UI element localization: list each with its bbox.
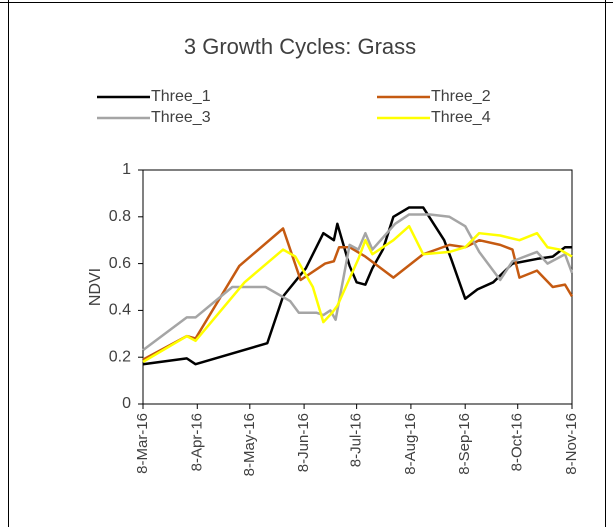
series-line — [142, 224, 573, 363]
y-tick-label: 1 — [122, 161, 131, 178]
x-tick-label: 8-Oct-16 — [509, 413, 526, 471]
legend-label: Three_4 — [431, 109, 491, 126]
x-tick-label: 8-Aug-16 — [402, 413, 419, 475]
legend-label: Three_2 — [431, 88, 491, 105]
y-tick-label: 0.6 — [109, 255, 131, 272]
x-tick-label: 8-May-16 — [241, 413, 258, 476]
y-axis-label: NDVI — [87, 268, 104, 306]
y-tick-label: 0.8 — [109, 208, 131, 225]
series-line — [142, 213, 574, 352]
series-line — [142, 227, 574, 361]
y-tick-label: 0.4 — [109, 302, 131, 319]
y-tick-label: 0 — [122, 395, 131, 412]
legend-label: Three_3 — [151, 109, 211, 126]
x-tick-label: 8-Apr-16 — [188, 413, 205, 471]
chart-title: 3 Growth Cycles: Grass — [184, 34, 416, 59]
x-tick-label: 8-Jun-16 — [295, 413, 312, 472]
x-tick-label: 8-Nov-16 — [563, 413, 580, 475]
x-tick-label: 8-Mar-16 — [134, 413, 151, 474]
series-line — [142, 206, 572, 366]
y-tick-label: 0.2 — [109, 348, 131, 365]
x-tick-label: 8-Sep-16 — [456, 413, 473, 475]
plot-area — [142, 169, 573, 405]
x-tick-label: 8-Jul-16 — [348, 413, 365, 467]
legend-label: Three_1 — [151, 88, 211, 105]
